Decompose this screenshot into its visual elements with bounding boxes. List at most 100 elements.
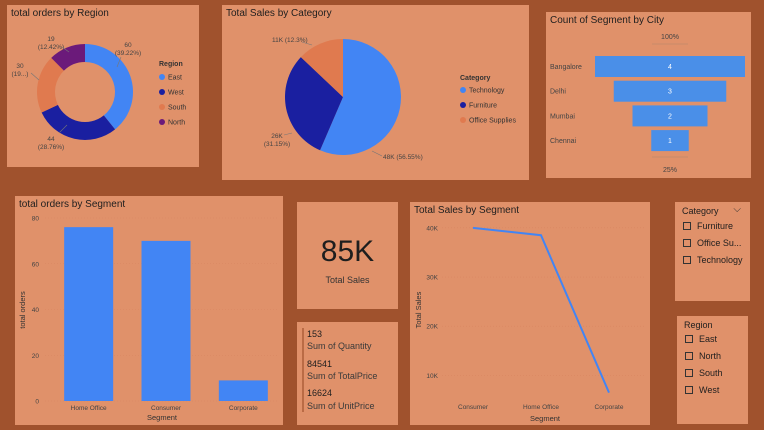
pie-legend-label-office-supplies: Office Supplies (469, 118, 516, 125)
pie-leader-line (371, 150, 383, 157)
donut-slice-east (85, 44, 134, 130)
multi-row-card[interactable]: 153 Sum of Quantity 84541 Sum of TotalPr… (297, 322, 398, 425)
bar-y-tick: 40 (32, 307, 40, 314)
region-donut-chart: 60 (39.22%) 44 (28.76%) 30 (19...) 19 (12.42%) R… (12, 36, 187, 151)
donut-legend-marker-west (159, 89, 165, 95)
donut-slice-west (41, 104, 116, 140)
orders-segment-title: total orders by Segment (19, 199, 126, 210)
category-slicer-title: Category (682, 206, 719, 216)
category-pie-card[interactable]: Total Sales by Category 48K (56.55%) 26K(… (222, 5, 529, 180)
region-slicer-title: Region (684, 320, 713, 330)
donut-legend-marker-east (159, 74, 165, 80)
segment-city-card[interactable]: Count of Segment by City 100% 4 Bangalore 3… (546, 12, 751, 178)
total-sales-value: 85K (320, 235, 375, 268)
orders-segment-card[interactable]: total orders by Segment 0 20 40 60 80 Home Of… (15, 196, 283, 425)
region-donut-title: total orders by Region (11, 8, 109, 19)
line-y-tick: 40K (426, 225, 438, 232)
region-option-east[interactable]: East (685, 334, 717, 344)
region-option-north[interactable]: North (685, 351, 721, 361)
sales-segment-chart: 10K 20K 30K 40K Consumer Home Office Corporate… (414, 225, 646, 423)
donut-leader-line (58, 124, 68, 134)
bar-y-axis-title: total orders (18, 291, 27, 329)
pie-data-label-office-supplies: 11K (12.3%) (272, 37, 308, 44)
line-x-tick-corporate: Corporate (595, 404, 624, 411)
category-option-office-supplies[interactable]: Office Su... (683, 238, 741, 248)
donut-legend-marker-north (159, 119, 165, 125)
checkbox-icon[interactable] (683, 239, 691, 247)
category-slicer[interactable]: Category ⌵ Furniture Office Su... Techno… (675, 202, 750, 301)
multi-row-accent-bar (302, 328, 304, 412)
bar-x-tick-home-office: Home Office (71, 405, 107, 412)
sum-quantity-value: 153 (307, 329, 323, 339)
bar-home-office (64, 227, 114, 401)
pie-slice-technology (320, 39, 401, 155)
sales-segment-title: Total Sales by Segment (414, 205, 520, 216)
donut-legend-title: Region (159, 61, 183, 68)
pie-data-label-technology: 48K (56.55%) (383, 154, 423, 161)
bar-y-tick: 80 (32, 216, 40, 223)
pie-legend-marker-office-supplies (460, 117, 466, 123)
sum-unitprice-label: Sum of UnitPrice (307, 401, 375, 411)
donut-data-label-west: 44 (28.76%) (38, 136, 64, 151)
pie-legend-title: Category (460, 75, 490, 82)
pie-leader-line (301, 41, 313, 46)
funnel-value-chennai: 1 (668, 138, 672, 145)
funnel-value-bangalore: 4 (668, 64, 672, 71)
pie-legend-label-technology: Technology (469, 88, 505, 95)
line-y-tick: 30K (426, 275, 438, 282)
checkbox-icon[interactable] (683, 256, 691, 264)
donut-legend-label-south: South (168, 105, 186, 112)
region-option-west[interactable]: West (685, 385, 719, 395)
bar-consumer (141, 240, 191, 401)
donut-leader-line (61, 46, 70, 53)
total-sales-label: Total Sales (325, 275, 370, 285)
pie-slice-furniture (285, 57, 343, 151)
donut-legend-label-west: West (168, 90, 184, 97)
checkbox-icon[interactable] (685, 335, 693, 343)
donut-leader-line (30, 72, 40, 81)
bar-y-tick: 60 (32, 261, 40, 268)
line-x-tick-home-office: Home Office (523, 404, 559, 411)
line-series-total-sales (472, 226, 610, 394)
funnel-category-bangalore: Bangalore (550, 64, 582, 71)
total-sales-kpi-card[interactable]: 85K Total Sales (297, 202, 398, 309)
sales-segment-card[interactable]: Total Sales by Segment 10K 20K 30K 40K Consu… (410, 202, 650, 425)
bar-y-tick: 0 (35, 399, 39, 406)
donut-leader-line (116, 56, 122, 68)
funnel-bottom-percent: 25% (663, 167, 677, 174)
sum-quantity-label: Sum of Quantity (307, 341, 372, 351)
checkbox-icon[interactable] (685, 369, 693, 377)
donut-data-label-east: 60 (39.22%) (115, 42, 141, 57)
bar-x-tick-corporate: Corporate (229, 405, 258, 412)
funnel-category-chennai: Chennai (550, 138, 577, 145)
region-slicer[interactable]: Region East North South West (677, 316, 748, 424)
bar-x-axis-title: Segment (147, 413, 178, 422)
pie-legend-marker-furniture (460, 102, 466, 108)
category-option-furniture[interactable]: Furniture (683, 221, 733, 231)
chevron-down-icon[interactable]: ⌵ (733, 204, 741, 215)
pie-data-label-furniture: 26K (31.15%) (264, 133, 290, 148)
pie-legend-label-furniture: Furniture (469, 103, 497, 110)
line-y-axis-title: Total Sales (414, 291, 423, 328)
sum-totalprice-value: 84541 (307, 359, 333, 369)
funnel-bar-bangalore (595, 56, 745, 77)
funnel-value-mumbai: 2 (668, 113, 672, 120)
donut-data-label-north: 19 (12.42%) (38, 36, 64, 51)
funnel-top-percent: 100% (661, 34, 679, 41)
checkbox-icon[interactable] (685, 386, 693, 394)
bar-corporate (218, 380, 268, 401)
line-y-tick: 10K (426, 373, 438, 380)
checkbox-icon[interactable] (685, 352, 693, 360)
category-pie-chart: 48K (56.55%) 26K (31.15%) 11K (12.3%) Catego… (264, 37, 517, 161)
funnel-category-delhi: Delhi (550, 89, 566, 96)
donut-data-label-south: 30 (19...) (12, 63, 29, 78)
funnel-value-delhi: 3 (668, 89, 672, 96)
checkbox-icon[interactable] (683, 222, 691, 230)
category-pie-title: Total Sales by Category (226, 8, 332, 19)
region-option-south[interactable]: South (685, 368, 723, 378)
category-option-technology[interactable]: Technology (683, 255, 743, 265)
orders-segment-chart: 0 20 40 60 80 Home Office Consumer Corporate Seg… (18, 216, 277, 422)
segment-city-funnel: 100% 4 Bangalore 3 Delhi 2 Mumbai 1 Chennai 25% (550, 34, 745, 174)
region-donut-card[interactable]: total orders by Region 60 (39.22%) 44 (28.7… (7, 5, 199, 167)
funnel-bar-mumbai (632, 105, 708, 127)
